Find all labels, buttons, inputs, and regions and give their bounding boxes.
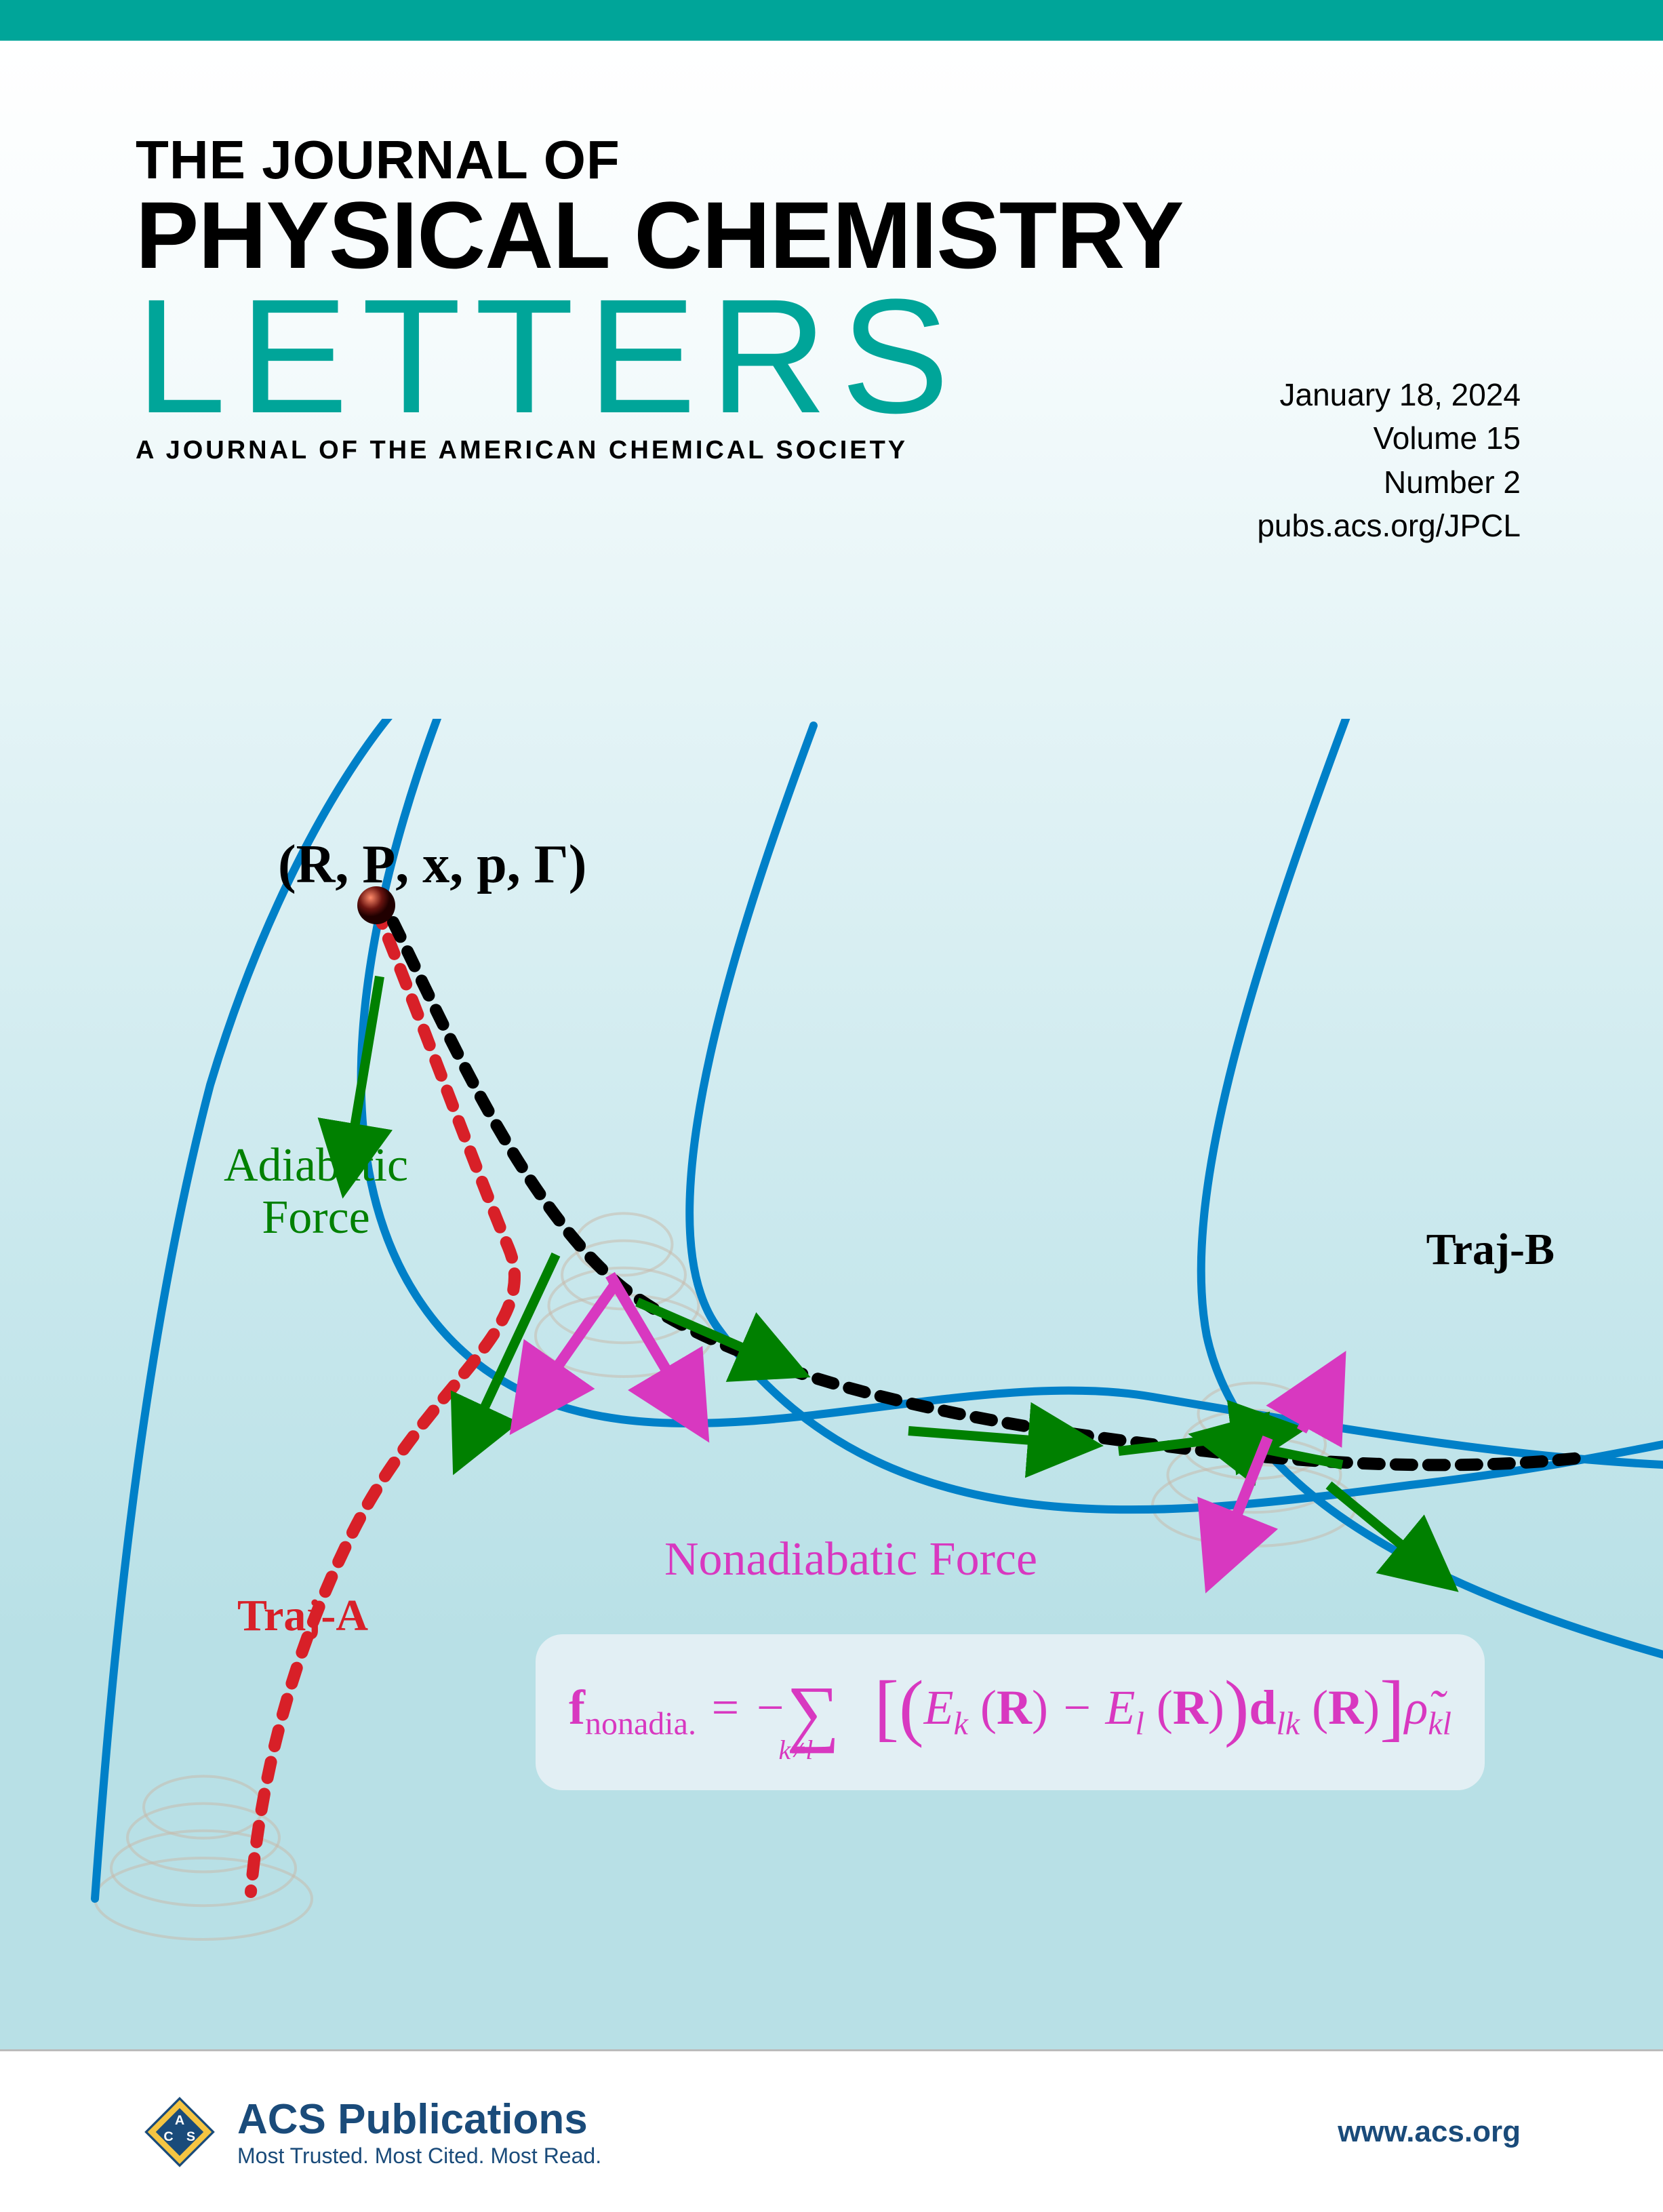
publisher-name: ACS Publications xyxy=(237,2095,601,2144)
diagram-svg xyxy=(0,719,1663,2007)
adiabatic-label: AdiabaticForce xyxy=(224,1139,408,1244)
svg-text:S: S xyxy=(186,2129,195,2144)
top-bar xyxy=(0,0,1663,41)
issue-meta: January 18, 2024 Volume 15 Number 2 pubs… xyxy=(1257,373,1521,548)
nonadiabatic-label: Nonadiabatic Force xyxy=(664,1533,1037,1587)
acs-logo-icon: A C S xyxy=(142,2095,217,2169)
issue-url: pubs.acs.org/JPCL xyxy=(1257,504,1521,547)
traj-a-label: Traj-A xyxy=(237,1590,368,1642)
subtitle: A JOURNAL OF THE AMERICAN CHEMICAL SOCIE… xyxy=(136,436,1184,465)
traj-b-label: Traj-B xyxy=(1426,1224,1555,1276)
issue-number: Number 2 xyxy=(1257,460,1521,504)
equation-box: fnonadia. = −∑k≠l[(Ek (R) − El (R))dlk (… xyxy=(536,1634,1485,1790)
title-line3: LETTERS xyxy=(136,283,1184,429)
svg-text:C: C xyxy=(163,2129,173,2144)
issue-volume: Volume 15 xyxy=(1257,416,1521,460)
cover-area: THE JOURNAL OF PHYSICAL CHEMISTRY LETTER… xyxy=(0,41,1663,2049)
title-block: THE JOURNAL OF PHYSICAL CHEMISTRY LETTER… xyxy=(136,129,1184,465)
footer-url: www.acs.org xyxy=(1338,2115,1521,2149)
footer-left: A C S ACS Publications Most Trusted. Mos… xyxy=(142,2095,601,2169)
issue-date: January 18, 2024 xyxy=(1257,373,1521,416)
equation: fnonadia. = −∑k≠l[(Ek (R) − El (R))dlk (… xyxy=(569,1670,1451,1756)
acs-text: ACS Publications Most Trusted. Most Cite… xyxy=(237,2095,601,2169)
publisher-tagline: Most Trusted. Most Cited. Most Read. xyxy=(237,2144,601,2169)
svg-text:A: A xyxy=(175,2113,184,2128)
phase-space-label: (R, P, x, p, Γ) xyxy=(278,834,586,896)
footer: A C S ACS Publications Most Trusted. Mos… xyxy=(0,2049,1663,2212)
